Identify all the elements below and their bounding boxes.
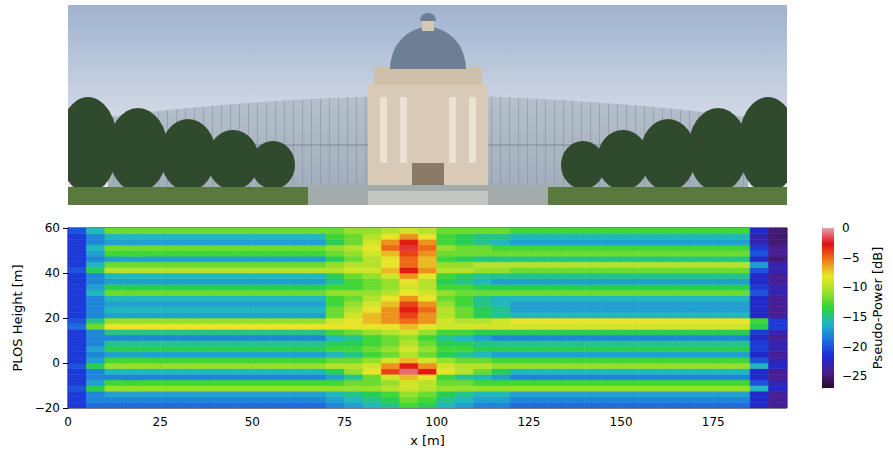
svg-text:50: 50: [245, 415, 260, 429]
svg-text:−20: −20: [842, 340, 867, 354]
svg-text:−10: −10: [842, 280, 867, 294]
svg-text:40: 40: [45, 266, 60, 280]
svg-text:75: 75: [337, 415, 352, 429]
svg-text:125: 125: [517, 415, 540, 429]
svg-text:−15: −15: [842, 310, 867, 324]
svg-text:175: 175: [702, 415, 725, 429]
svg-text:25: 25: [153, 415, 168, 429]
svg-text:150: 150: [610, 415, 633, 429]
svg-text:60: 60: [45, 221, 60, 235]
svg-text:−20: −20: [35, 401, 60, 415]
svg-text:x [m]: x [m]: [410, 433, 445, 448]
svg-text:−25: −25: [842, 369, 867, 383]
svg-text:0: 0: [842, 221, 850, 235]
svg-text:100: 100: [425, 415, 448, 429]
svg-text:Pseudo-Power [dB]: Pseudo-Power [dB]: [870, 247, 885, 370]
svg-text:−5: −5: [842, 251, 860, 265]
svg-text:0: 0: [52, 356, 60, 370]
svg-text:PLOS Height [m]: PLOS Height [m]: [10, 264, 25, 371]
svg-text:20: 20: [45, 311, 60, 325]
svg-text:0: 0: [64, 415, 72, 429]
